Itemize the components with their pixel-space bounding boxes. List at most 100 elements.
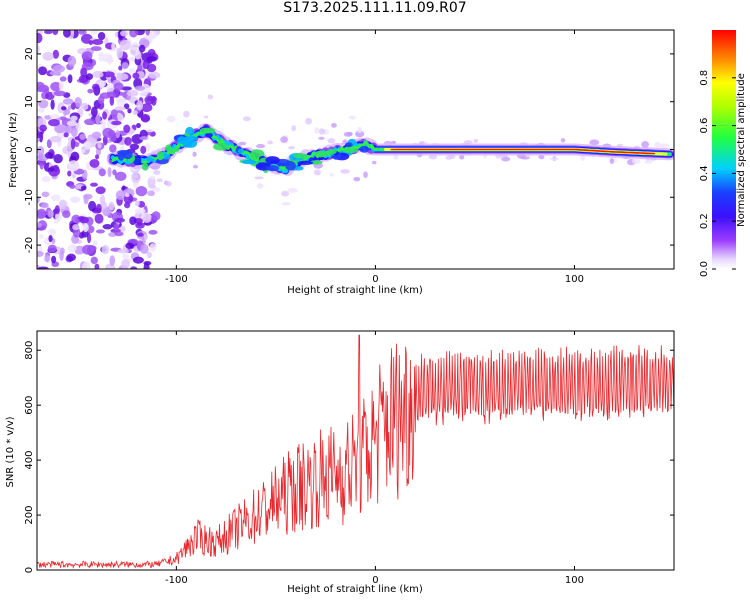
spectrogram-halo-blob (318, 136, 325, 140)
colorbar-tick-label: 0.8 (699, 70, 710, 86)
spectrogram-halo-blob (357, 126, 363, 134)
spectrogram-noise-blob (37, 196, 40, 204)
spectrogram-noise-blob (91, 131, 102, 139)
spectrogram-halo-blob (314, 127, 320, 134)
spectrogram-noise-blob (112, 169, 117, 176)
spectrogram-halo-blob (148, 184, 156, 189)
spectrogram-noise-blob (80, 148, 86, 154)
spectrogram-noise-blob (82, 261, 91, 269)
spectrogram-noise-blob (114, 217, 125, 223)
spectrogram-noise-blob (101, 244, 110, 255)
spectrogram-halo-blob (287, 187, 298, 193)
spectrogram-noise-blob (91, 38, 104, 45)
spectrogram-noise-blob (126, 56, 138, 62)
spectrogram-noise-blob (99, 92, 111, 99)
spectrogram-noise-blob (135, 186, 148, 197)
spectrogram-noise-blob (87, 88, 94, 94)
spectrogram-noise-blob (49, 135, 62, 143)
spectrogram-noise-blob (115, 96, 126, 103)
spectrogram-noise-blob (146, 56, 157, 62)
spectrogram-noise-blob (124, 193, 130, 198)
spectrogram-halo-blob (631, 159, 641, 164)
spectrogram-noise-blob (59, 199, 67, 210)
spectrogram-noise-blob (80, 67, 88, 78)
spectrogram-ytick-label: 10 (24, 95, 35, 108)
spectrogram-halo-blob (291, 125, 296, 132)
spectrogram-halo-blob (281, 201, 291, 206)
snr-ytick-label: 400 (24, 451, 35, 470)
spectrogram-noise-blob (124, 136, 132, 146)
spectrogram-noise-blob (134, 85, 146, 91)
spectrogram-noise-blob (89, 158, 100, 168)
spectrogram-noise-blob (82, 222, 89, 233)
spectrogram-noise-blob (62, 210, 71, 218)
spectrogram-noise-blob (143, 234, 149, 240)
spectrogram-halo-blob (329, 173, 334, 177)
spectrogram-halo-blob (459, 155, 465, 160)
spectrogram-noise-blob (120, 30, 128, 37)
spectrogram-noise-blob (134, 208, 146, 214)
spectrogram-noise-blob (48, 234, 53, 243)
spectrogram-noise-blob (151, 95, 157, 106)
spectrogram-noise-blob (140, 40, 150, 46)
spectrogram-halo-blob (538, 154, 545, 160)
spectrogram-noise-blob (122, 253, 130, 259)
spectrogram-noise-blob (137, 232, 144, 237)
spectrogram-noise-blob (149, 243, 157, 252)
spectrogram-noise-blob (84, 118, 96, 126)
spectrogram-noise-blob (59, 76, 67, 82)
spectrogram-noise-blob (37, 208, 47, 219)
spectrogram-noise-blob (133, 174, 139, 179)
spectrogram-noise-blob (132, 256, 144, 264)
spectrogram-noise-blob (94, 213, 104, 224)
snr-xtick-label: 100 (565, 575, 584, 586)
spectrogram-noise-blob (44, 88, 50, 94)
spectrogram-noise-blob (140, 113, 151, 123)
colorbar-gradient (712, 30, 736, 269)
spectrogram-noise-blob (83, 194, 89, 205)
spectrogram-noise-blob (95, 186, 106, 195)
colorbar-tick-label: 0.2 (699, 213, 710, 229)
spectrogram-halo-blob (147, 190, 156, 197)
spectrogram-noise-blob (107, 129, 116, 137)
spectrogram-noise-blob (95, 114, 101, 125)
spectrogram-ridge-blob (237, 148, 245, 154)
spectrogram-noise-blob (44, 30, 53, 35)
spectrogram-halo-blob (659, 143, 670, 149)
spectrogram-noise-blob (39, 124, 47, 132)
spectrogram-noise-blob (146, 251, 152, 259)
spectrogram-halo-blob (363, 171, 368, 179)
spectrogram-noise-blob (108, 201, 115, 211)
spectrogram-halo-blob (654, 141, 661, 148)
spectrogram-halo-blob (256, 182, 264, 189)
spectrogram-noise-blob (54, 124, 66, 134)
spectrogram-noise-blob (88, 40, 94, 46)
spectrogram-noise-blob (130, 42, 141, 52)
spectrogram-noise-blob (70, 115, 78, 121)
spectrogram-halo-blob (348, 115, 356, 120)
snr-ytick-label: 600 (24, 396, 35, 415)
spectrogram-noise-blob (109, 96, 115, 106)
spectrogram-noise-blob (129, 68, 135, 74)
spectrogram-noise-blob (98, 168, 106, 177)
spectrogram-halo-blob (305, 117, 313, 125)
spectrogram-noise-blob (49, 114, 60, 119)
spectrogram-noise-blob (102, 223, 113, 230)
spectrogram-halo-blob (149, 175, 156, 180)
spectrogram-ytick-label: -20 (24, 237, 35, 253)
spectrogram-noise-blob (90, 256, 98, 265)
spectrogram-halo-blob (346, 131, 353, 136)
spectrogram-noise-blob (126, 95, 131, 101)
spectrogram-noise-blob (114, 31, 119, 38)
spectrogram-noise-blob (37, 222, 43, 228)
spectrogram-noise-blob (90, 46, 102, 52)
spectrogram-noise-blob (99, 80, 105, 88)
spectrogram-noise-blob (50, 194, 61, 202)
snr-series-line (37, 334, 674, 569)
spectrogram-noise-blob (140, 244, 149, 255)
spectrogram-halo-blob (288, 145, 295, 150)
spectrogram-noise-blob (121, 62, 129, 70)
spectrogram-ridge-blob (156, 151, 164, 161)
spectrogram-halo-blob (549, 157, 560, 161)
